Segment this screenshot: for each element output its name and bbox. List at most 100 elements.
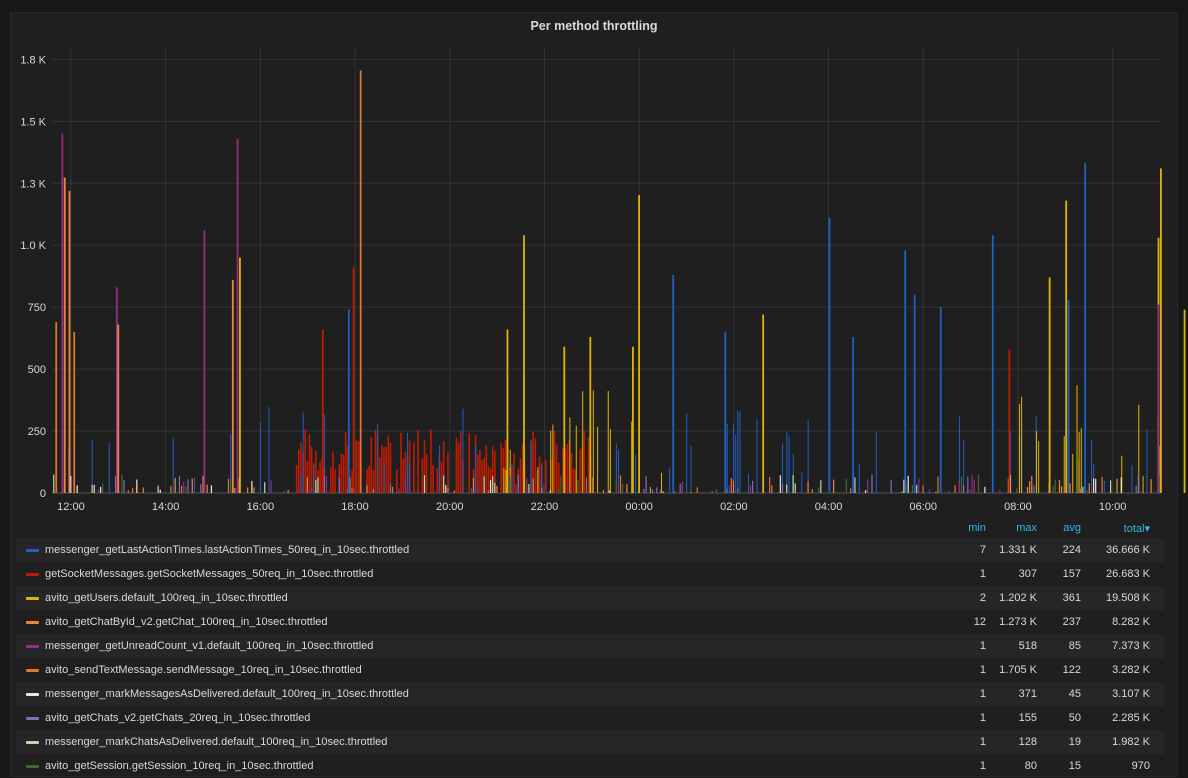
peak-bar bbox=[55, 322, 58, 493]
bar bbox=[735, 434, 737, 493]
series-color-swatch[interactable] bbox=[26, 645, 39, 648]
bar bbox=[260, 421, 262, 493]
bar bbox=[575, 425, 577, 493]
bar bbox=[854, 477, 856, 493]
bar bbox=[916, 485, 918, 493]
bar bbox=[541, 465, 543, 493]
bar bbox=[370, 491, 372, 493]
bar bbox=[183, 481, 185, 493]
legend-header-total[interactable]: total▾ bbox=[1086, 522, 1150, 535]
peak-bar bbox=[638, 195, 640, 493]
bar bbox=[999, 489, 1001, 493]
x-tick-label: 04:00 bbox=[815, 501, 843, 513]
panel-title[interactable]: Per method throttling bbox=[530, 19, 658, 33]
bar bbox=[513, 452, 515, 493]
bar bbox=[532, 431, 534, 493]
bar bbox=[649, 486, 651, 493]
legend-name[interactable]: messenger_markChatsAsDelivered.default_1… bbox=[45, 736, 388, 748]
bar bbox=[1058, 480, 1061, 493]
bar bbox=[319, 491, 321, 493]
bar bbox=[457, 442, 460, 493]
series-color-swatch[interactable] bbox=[26, 741, 39, 744]
bar bbox=[619, 475, 622, 493]
bar bbox=[779, 475, 781, 493]
bar bbox=[489, 479, 492, 493]
bar bbox=[483, 476, 485, 493]
legend-row[interactable]: avito_getChatById_v2.getChat_100req_in_1… bbox=[16, 610, 1164, 634]
legend-header-max[interactable]: max bbox=[1016, 522, 1037, 534]
legend-row[interactable]: avito_getUsers.default_100req_in_10sec.t… bbox=[16, 586, 1164, 610]
legend-row[interactable]: messenger_markMessagesAsDelivered.defaul… bbox=[16, 682, 1164, 706]
series-color-swatch[interactable] bbox=[26, 717, 39, 720]
bar bbox=[534, 438, 537, 493]
bar bbox=[1137, 474, 1139, 493]
legend-header-min[interactable]: min bbox=[968, 522, 986, 534]
legend-name[interactable]: messenger_markMessagesAsDelivered.defaul… bbox=[45, 688, 409, 700]
bar bbox=[443, 475, 445, 493]
peak-bar bbox=[1183, 309, 1186, 493]
legend-max: 1.331 K bbox=[999, 544, 1037, 556]
bar bbox=[323, 414, 325, 493]
bar bbox=[500, 443, 503, 493]
bar bbox=[726, 488, 728, 493]
bar bbox=[494, 451, 496, 493]
legend-header-avg[interactable]: avg bbox=[1063, 522, 1081, 534]
bar bbox=[404, 452, 407, 493]
bar bbox=[609, 490, 611, 493]
bar bbox=[781, 483, 784, 493]
bar bbox=[509, 475, 511, 493]
bar bbox=[304, 429, 306, 493]
legend-row[interactable]: avito_getSession.getSession_10req_in_10s… bbox=[16, 754, 1164, 778]
series-color-swatch[interactable] bbox=[26, 693, 39, 696]
series-color-swatch[interactable] bbox=[26, 765, 39, 768]
legend-name[interactable]: getSocketMessages.getSocketMessages_50re… bbox=[45, 568, 374, 580]
peak-bar bbox=[321, 329, 324, 493]
bar bbox=[1033, 485, 1035, 493]
peak-bar bbox=[1065, 200, 1068, 493]
legend-name[interactable]: avito_getUsers.default_100req_in_10sec.t… bbox=[45, 592, 288, 604]
bar bbox=[618, 449, 620, 493]
series-color-swatch[interactable] bbox=[26, 549, 39, 552]
bar bbox=[462, 408, 464, 493]
bar bbox=[485, 445, 488, 493]
peak-bar bbox=[991, 235, 994, 494]
peak-bar bbox=[73, 331, 76, 493]
legend-name[interactable]: avito_getChatById_v2.getChat_100req_in_1… bbox=[45, 616, 328, 628]
series-color-swatch[interactable] bbox=[26, 669, 39, 672]
bar bbox=[1010, 431, 1012, 493]
legend-name[interactable]: messenger_getLastActionTimes.lastActionT… bbox=[45, 544, 410, 556]
bar bbox=[1080, 428, 1082, 493]
legend-name[interactable]: avito_sendTextMessage.sendMessage_10req_… bbox=[45, 664, 362, 676]
legend-row[interactable]: messenger_getLastActionTimes.lastActionT… bbox=[16, 538, 1164, 562]
legend-row[interactable]: avito_getChats_v2.getChats_20req_in_10se… bbox=[16, 706, 1164, 730]
peak-bar bbox=[1048, 277, 1051, 493]
series-color-swatch[interactable] bbox=[26, 621, 39, 624]
legend-name[interactable]: avito_getChats_v2.getChats_20req_in_10se… bbox=[45, 712, 311, 724]
series-color-swatch[interactable] bbox=[26, 573, 39, 576]
bar bbox=[577, 480, 579, 493]
legend-row[interactable]: messenger_getUnreadCount_v1.default_100r… bbox=[16, 634, 1164, 658]
bar bbox=[792, 475, 794, 493]
bar bbox=[447, 452, 449, 493]
legend-row[interactable]: getSocketMessages.getSocketMessages_50re… bbox=[16, 562, 1164, 586]
bar bbox=[180, 485, 183, 493]
legend-name[interactable]: messenger_getUnreadCount_v1.default_100r… bbox=[45, 640, 374, 652]
series-color-swatch[interactable] bbox=[26, 597, 39, 600]
bar bbox=[295, 465, 298, 493]
bar bbox=[1009, 475, 1012, 493]
bar bbox=[572, 468, 575, 493]
legend-row[interactable]: messenger_markChatsAsDelivered.default_1… bbox=[16, 730, 1164, 754]
bar bbox=[643, 488, 645, 493]
bar bbox=[310, 446, 313, 493]
bar bbox=[338, 477, 340, 493]
legend-total: 2.285 K bbox=[1112, 712, 1150, 724]
bar bbox=[476, 453, 479, 493]
peak-bar bbox=[231, 279, 234, 493]
bar bbox=[487, 466, 490, 493]
legend-name[interactable]: avito_getSession.getSession_10req_in_10s… bbox=[45, 760, 314, 772]
legend-row[interactable]: avito_sendTextMessage.sendMessage_10req_… bbox=[16, 658, 1164, 682]
bar bbox=[93, 484, 95, 493]
legend-avg: 50 bbox=[1068, 712, 1081, 724]
bar bbox=[631, 421, 633, 493]
bar bbox=[935, 491, 937, 493]
